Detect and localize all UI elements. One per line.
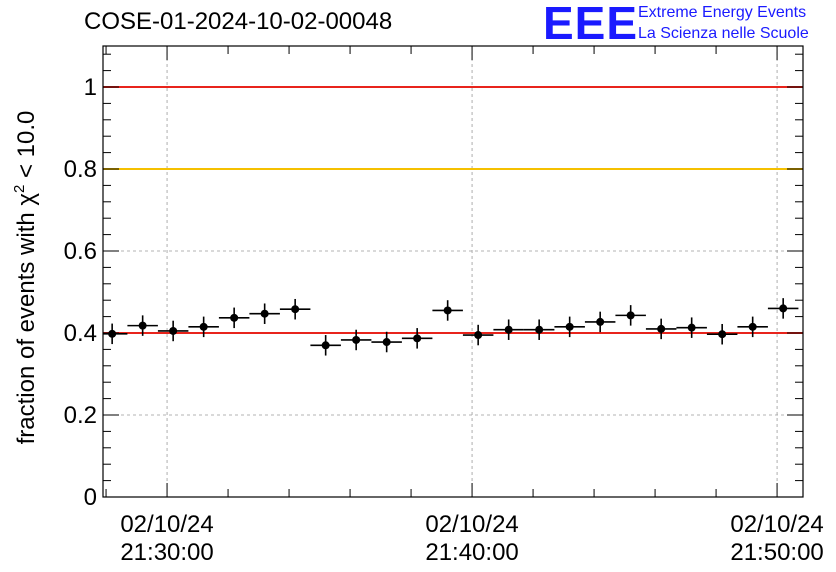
x-tick-label-time: 21:50:00 [730, 539, 823, 566]
x-tick-label-time: 21:30:00 [120, 539, 213, 566]
x-tick-label-time: 21:40:00 [425, 539, 518, 566]
data-point [108, 329, 117, 338]
axis-ticks [103, 46, 803, 498]
y-tick-label: 0.8 [64, 156, 97, 183]
logo-line-1: Extreme Energy Events [638, 4, 807, 21]
tick-labels: 02/10/2421:30:0002/10/2421:40:0002/10/24… [64, 74, 824, 566]
data-point [718, 330, 727, 339]
svg-text:fraction of events with χ2 < 1: fraction of events with χ2 < 10.0 [11, 111, 40, 445]
data-point [413, 334, 422, 343]
y-tick-label: 0.6 [64, 238, 97, 265]
data-point [138, 321, 147, 330]
data-point [260, 309, 269, 318]
data-point [169, 326, 178, 335]
logo-line-2: La Scienza nelle Scuole [638, 25, 809, 42]
data-point [321, 341, 330, 350]
data-point [443, 306, 452, 315]
plot-frame [102, 45, 804, 498]
y-tick-label: 0.2 [64, 402, 97, 429]
data-point [352, 335, 361, 344]
y-axis-label-prefix: fraction of events with [13, 206, 40, 445]
x-tick-label-date: 02/10/24 [425, 511, 518, 538]
data-point [626, 311, 635, 320]
y-axis-label-symbol: χ [13, 193, 40, 206]
eee-logo: EEE [543, 0, 639, 49]
data-point [199, 322, 208, 331]
data-point [748, 322, 757, 331]
data-point [504, 325, 513, 334]
grid-lines [103, 46, 803, 498]
chart-title: COSE-01-2024-10-02-00048 [84, 8, 393, 35]
x-tick-label-date: 02/10/24 [120, 511, 213, 538]
y-axis-label-suffix: < 10.0 [13, 111, 40, 185]
data-point [596, 317, 605, 326]
reference-lines [103, 86, 803, 334]
data-point [657, 324, 666, 333]
data-point [779, 304, 788, 313]
y-tick-label: 0.4 [64, 320, 97, 347]
data-point [382, 338, 391, 347]
y-tick-label: 1 [84, 74, 97, 101]
y-tick-label: 0 [84, 484, 97, 511]
data-point [565, 322, 574, 331]
x-tick-label-date: 02/10/24 [730, 511, 823, 538]
y-axis-label: fraction of events with χ2 < 10.0 [11, 111, 40, 445]
data-points [103, 298, 799, 356]
y-axis-label-superscript: 2 [11, 185, 28, 193]
data-point [230, 313, 239, 322]
data-point [687, 323, 696, 332]
data-point [535, 325, 544, 334]
data-point [291, 305, 300, 314]
data-point [474, 331, 483, 340]
